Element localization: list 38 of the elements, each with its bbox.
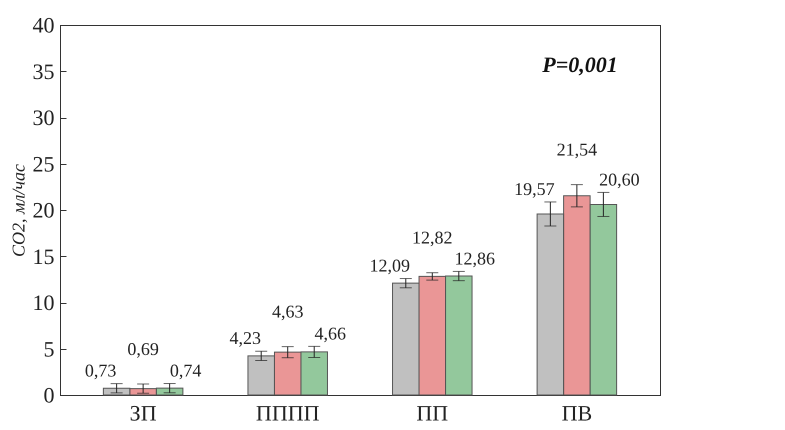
bar [156, 388, 184, 396]
x-tick-label: ПППП [256, 400, 320, 426]
y-tick-label: 35 [32, 58, 54, 84]
y-tick-label: 20 [32, 198, 54, 222]
y-tick-label: 10 [32, 290, 54, 315]
y-tick-label: 40 [32, 12, 54, 38]
bar [445, 276, 473, 396]
x-tick-label: ПВ [562, 400, 592, 426]
x-tick-label: ЗП [130, 400, 157, 426]
data-label: 19,57 [514, 178, 555, 199]
bar [590, 204, 618, 396]
bar [418, 276, 446, 396]
y-tick-label: 15 [32, 244, 54, 269]
data-label: 4,63 [272, 302, 304, 322]
data-label: 12,09 [370, 256, 410, 276]
y-tick-label: 25 [32, 151, 54, 176]
data-label: 0,74 [170, 360, 202, 381]
bar [300, 351, 328, 396]
bar [274, 352, 302, 396]
y-axis-title: CO2, мл/час [8, 164, 28, 257]
y-tick-label: 30 [32, 105, 54, 130]
bar [102, 388, 130, 396]
bar [563, 195, 591, 396]
bar [247, 355, 275, 396]
y-tick-label: 5 [44, 336, 54, 362]
data-label: 4,23 [229, 328, 261, 348]
y-tick-label: 0 [44, 382, 54, 408]
data-label: 21,54 [556, 140, 598, 160]
bar [392, 282, 420, 396]
data-label: 0,69 [127, 338, 159, 359]
data-label: 20,60 [599, 169, 640, 190]
bar [536, 213, 564, 396]
annotation: P=0,001 [541, 52, 618, 77]
data-label: 12,86 [454, 248, 496, 268]
data-label: 0,73 [84, 360, 116, 381]
data-label: 4,66 [314, 323, 346, 344]
x-tick-label: ПП [416, 400, 448, 426]
data-label: 12,82 [412, 228, 453, 248]
